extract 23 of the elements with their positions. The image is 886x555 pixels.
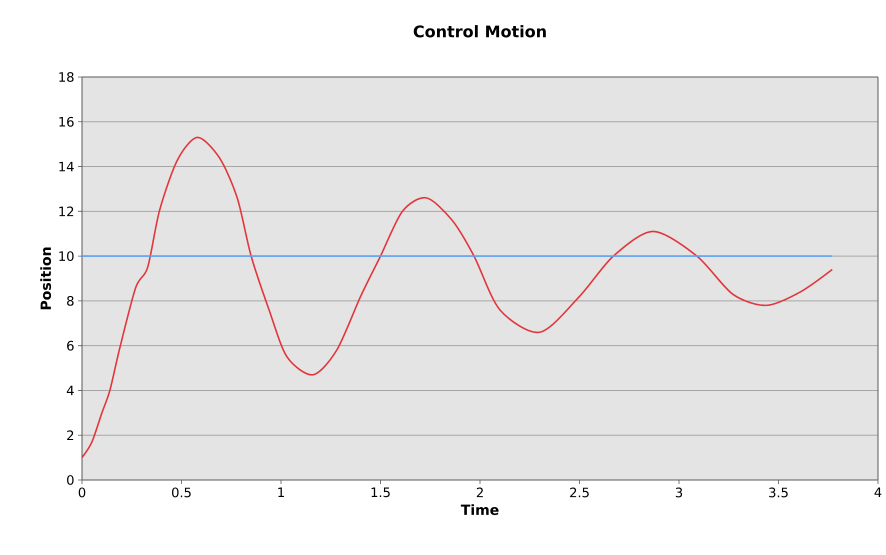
chart-title: Control Motion [414, 25, 546, 38]
x-axis-title: Time [460, 504, 499, 516]
y-tick-label: 6 [67, 340, 74, 351]
x-tick-label: 3.5 [769, 488, 788, 498]
y-tick-label: 2 [67, 430, 74, 440]
y-tick-label: 8 [67, 296, 74, 306]
x-tick-label: 3 [676, 488, 682, 498]
line-series [82, 136, 834, 458]
x-tick-label: 4 [874, 488, 882, 498]
x-tick-label: 2 [476, 488, 483, 498]
x-tick-label: 1.5 [372, 488, 390, 498]
y-tick-label: 0 [67, 475, 74, 485]
y-tick-label: 4 [66, 386, 74, 396]
y-tick-label: 12 [59, 206, 74, 216]
x-tick-label: 0.5 [172, 488, 191, 498]
y-tick-label: 14 [59, 162, 74, 172]
x-tick-label: 0 [78, 488, 86, 498]
x-tick-label: 2.5 [570, 488, 589, 498]
y-axis-title: Position [40, 248, 52, 310]
y-tick-label: 10 [59, 251, 74, 262]
y-tick-label: 18 [59, 72, 74, 82]
y-tick-label: 16 [59, 116, 74, 127]
x-tick-label: 1 [278, 488, 284, 498]
